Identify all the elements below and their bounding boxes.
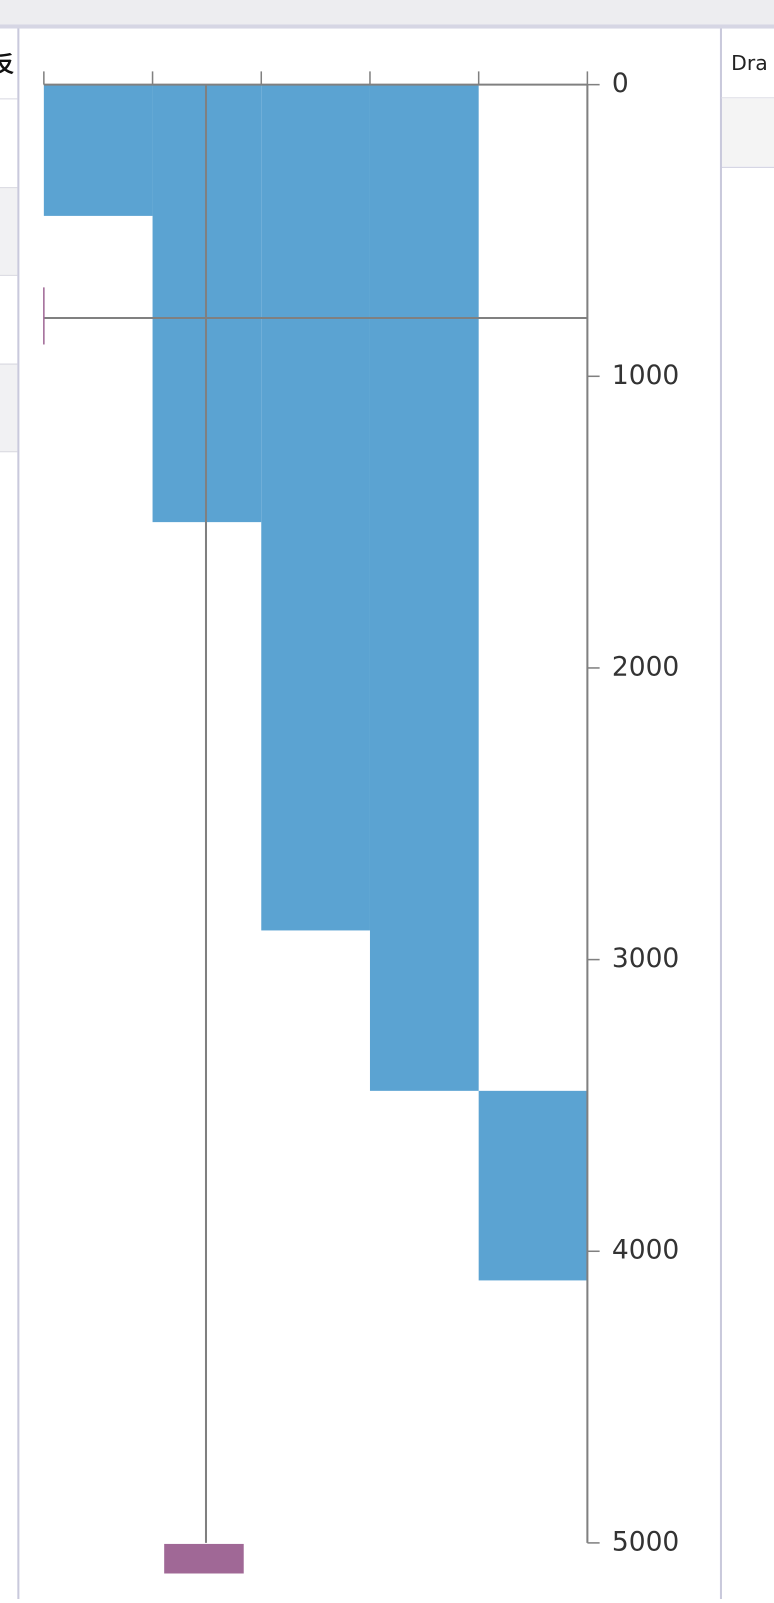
left-panel: 反 [0, 28, 20, 1599]
bar [369, 84, 479, 1091]
bar [261, 84, 370, 931]
y-tick-label: 5000 [612, 1526, 679, 1557]
top-bar [0, 0, 774, 25]
bar [478, 1090, 588, 1281]
y-tick-label: 1000 [612, 360, 679, 391]
y-tick-label: 4000 [612, 1235, 679, 1266]
y-tick-label: 2000 [612, 651, 679, 682]
y-tick-label: 0 [612, 68, 629, 99]
right-panel: Dra [719, 28, 774, 1599]
top-border [0, 24, 774, 29]
column-heading: 反 [0, 52, 14, 78]
crosshair-label [164, 1543, 244, 1574]
chart: 0 1000 2000 3000 4000 5000 [43, 68, 679, 1574]
row [721, 98, 774, 167]
row [0, 364, 18, 452]
column-heading: Dra [731, 51, 768, 75]
bar [43, 84, 153, 216]
y-tick-label: 3000 [612, 943, 679, 974]
row [0, 187, 18, 276]
